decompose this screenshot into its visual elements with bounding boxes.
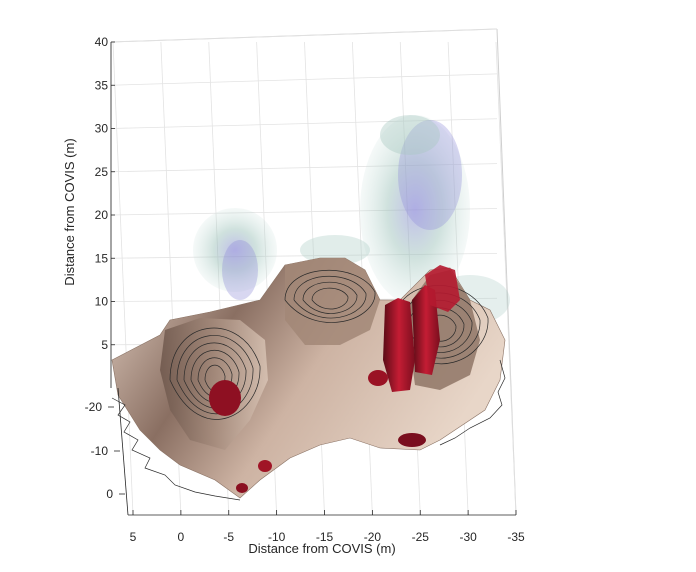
y-axis-ticks: -20 -10 0 xyxy=(85,400,125,501)
x-tick-label: -5 xyxy=(223,530,234,544)
x-grid-line xyxy=(447,41,469,516)
x-axis-ticks: 5 0 -5 -10 -15 -20 -25 -30 -35 xyxy=(130,510,525,544)
contour-line xyxy=(190,349,240,403)
x-tick-label: 0 xyxy=(178,530,185,544)
contour-line xyxy=(169,327,261,420)
z-tick-label: 30 xyxy=(95,122,109,136)
z-tick-label: 20 xyxy=(95,208,109,222)
z-tick-label: 10 xyxy=(95,295,109,309)
x-tick-label: -35 xyxy=(507,530,525,544)
x-tick-label: -30 xyxy=(459,530,477,544)
x-tick-label: -10 xyxy=(268,530,286,544)
z-axis-label: Distance from COVIS (m) xyxy=(62,138,77,285)
x-grid-line xyxy=(112,41,134,516)
z-axis-ticks: 5 10 15 20 25 30 35 40 xyxy=(95,35,115,352)
contour-line xyxy=(302,281,358,314)
vent-structures xyxy=(209,265,460,493)
x-tick-label: -20 xyxy=(364,530,382,544)
y-tick-label: 0 xyxy=(106,487,113,501)
contour-line xyxy=(293,275,367,319)
y-tick-label: -10 xyxy=(91,444,109,458)
contour-line xyxy=(439,359,506,446)
z-tick-label: 25 xyxy=(95,165,109,179)
x-axis-label: Distance from COVIS (m) xyxy=(248,541,395,556)
contour-line xyxy=(176,335,254,415)
x-tick-label: -25 xyxy=(412,530,430,544)
z-grid-line xyxy=(110,28,498,43)
contour-line xyxy=(284,269,376,323)
x-grid-line xyxy=(495,41,517,516)
z-tick-label: 5 xyxy=(101,338,108,352)
z-tick-label: 15 xyxy=(95,251,109,265)
contour-line xyxy=(183,342,247,409)
z-tick-label: 35 xyxy=(95,78,109,92)
z-grid-line xyxy=(110,73,498,86)
x-tick-label: -15 xyxy=(316,530,334,544)
x-tick-label: 5 xyxy=(130,530,137,544)
z-tick-label: 40 xyxy=(95,35,109,49)
y-tick-label: -20 xyxy=(85,400,103,414)
